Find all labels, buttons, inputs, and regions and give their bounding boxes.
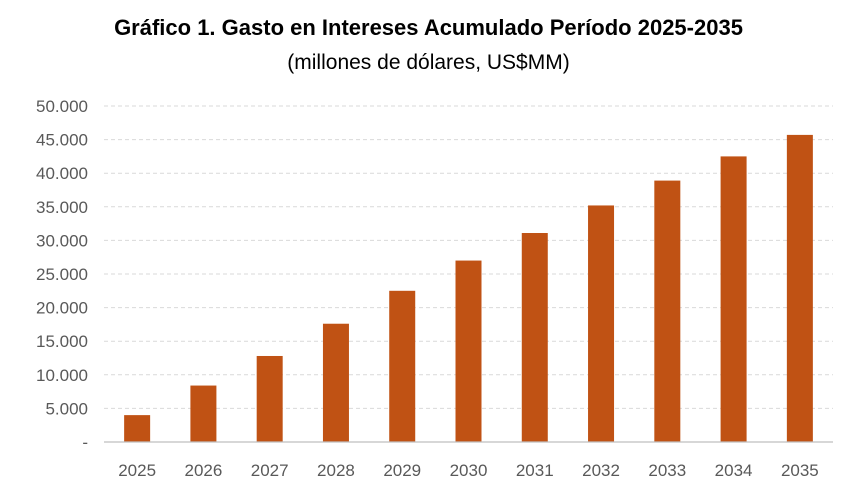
y-tick-label: 10.000 [36,366,88,385]
bar-2033 [654,180,681,443]
bar-2027 [256,355,283,442]
bar-2031 [521,233,548,442]
bar-2028 [322,323,349,442]
y-tick-label: 35.000 [36,198,88,217]
x-tick-label: 2034 [715,461,753,480]
x-tick-label: 2027 [251,461,289,480]
y-tick-label: 15.000 [36,332,88,351]
y-tick-label: 50.000 [36,97,88,116]
x-tick-label: 2035 [781,461,819,480]
x-tick-label: 2032 [582,461,620,480]
x-tick-label: 2028 [317,461,355,480]
x-axis-tick-labels: 2025 2026 2027 2028 2029 2030 2031 2032 2033 2034… [118,461,819,480]
bar-2026 [190,385,217,442]
x-tick-label: 2030 [450,461,488,480]
y-tick-label: - [82,433,88,452]
x-tick-label: 2026 [184,461,222,480]
bar-2034 [720,156,747,442]
bar-2032 [588,205,615,442]
x-tick-label: 2031 [516,461,554,480]
y-tick-label: 20.000 [36,299,88,318]
chart-subtitle: (millones de dólares, US$MM) [287,51,570,74]
bar-2025 [124,415,151,442]
bar-2035 [786,134,813,442]
chart-title: Gráfico 1. Gasto en Intereses Acumulado … [114,15,743,40]
bar-2030 [455,260,482,442]
y-tick-label: 30.000 [36,231,88,250]
y-tick-label: 45.000 [36,131,88,150]
x-tick-label: 2025 [118,461,156,480]
x-tick-label: 2033 [648,461,686,480]
y-tick-label: 40.000 [36,164,88,183]
x-tick-label: 2029 [383,461,421,480]
bars [124,134,813,443]
y-axis-tick-labels: - 5.000 10.000 15.000 20.000 25.000 30.000 35.0… [36,97,88,452]
y-tick-label: 25.000 [36,265,88,284]
y-tick-label: 5.000 [45,399,88,418]
bar-2029 [389,290,416,442]
